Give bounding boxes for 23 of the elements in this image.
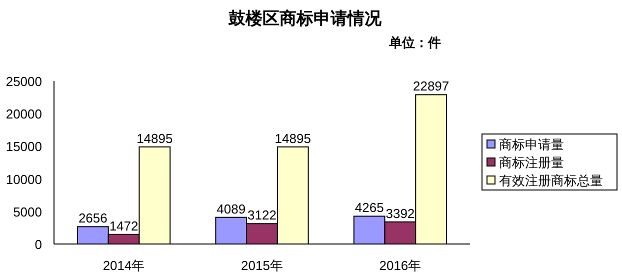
data-label: 1472 xyxy=(109,218,138,234)
data-label: 4089 xyxy=(216,201,246,216)
chart-title: 鼓楼区商标申请情况 xyxy=(228,9,382,28)
data-label: 3392 xyxy=(386,206,415,221)
y-tick-label: 25000 xyxy=(6,74,42,89)
y-tick-label: 5000 xyxy=(13,204,42,220)
y-tick-label: 20000 xyxy=(6,106,42,122)
x-tick-label: 2016年 xyxy=(379,258,422,273)
x-tick-label: 2015年 xyxy=(241,258,283,273)
data-label: 22897 xyxy=(412,78,450,94)
legend-label: 有效注册商标总量 xyxy=(499,173,603,188)
data-label: 2656 xyxy=(78,210,108,226)
y-tick-label: 15000 xyxy=(6,139,42,154)
data-label: 14895 xyxy=(274,130,311,146)
chart-subtitle: 单位：件 xyxy=(388,35,441,50)
y-tick-label: 0 xyxy=(34,237,42,252)
y-tick-label: 10000 xyxy=(6,172,42,187)
legend-label: 商标注册量 xyxy=(499,155,564,170)
data-label: 3122 xyxy=(248,208,276,223)
legend-label: 商标申请量 xyxy=(499,137,564,152)
data-label: 4265 xyxy=(354,200,384,216)
data-label: 14895 xyxy=(136,130,173,146)
x-tick-label: 2014年 xyxy=(102,258,145,273)
